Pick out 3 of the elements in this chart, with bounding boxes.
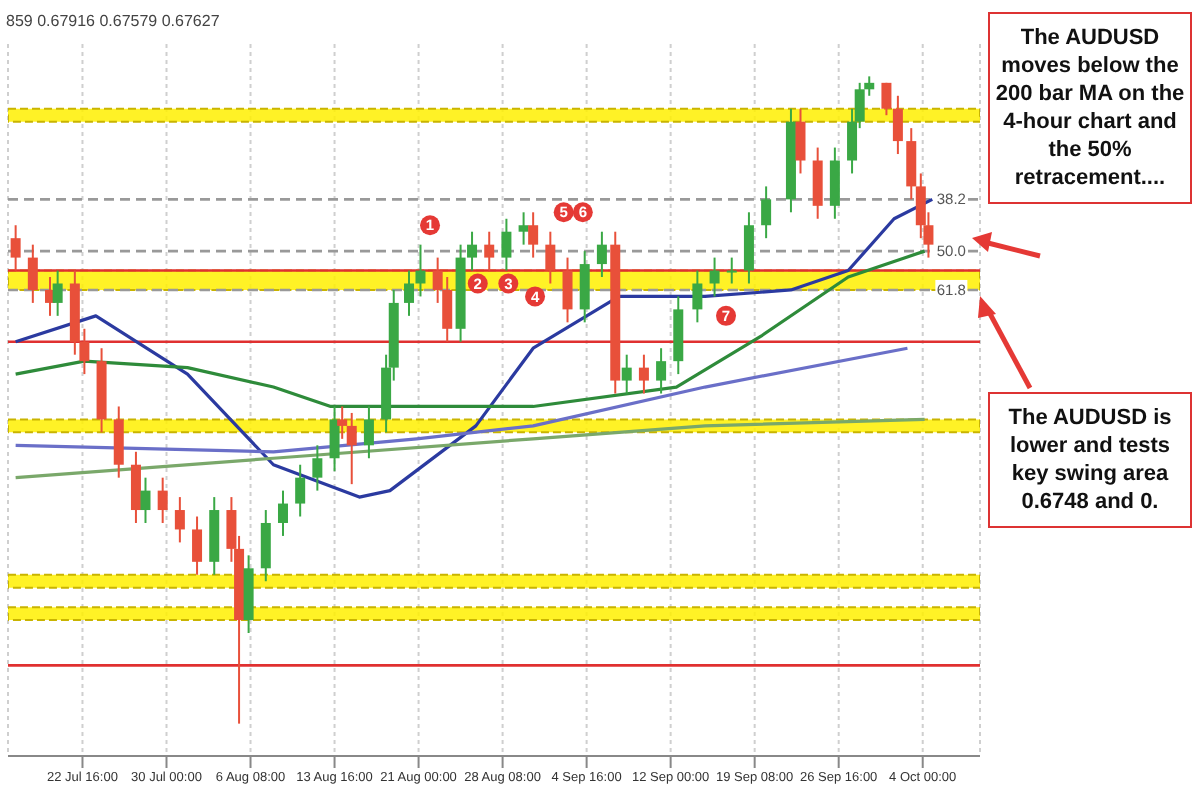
text: 859 0.67916 0.67579 0.67627: [6, 12, 220, 30]
text: The AUDUSD moves below the 200 bar MA on the 4-hour chart and the 50% retracement....: [988, 12, 1192, 204]
text: The AUDUSD is lower and tests key swing area 0.6748 and 0.: [988, 392, 1192, 528]
